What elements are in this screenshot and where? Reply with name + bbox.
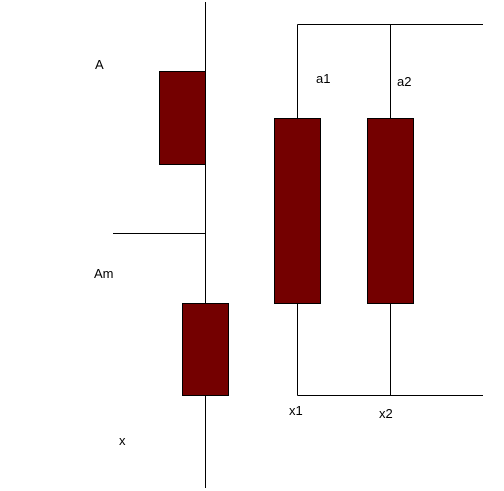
label-terminal-a1: a1 (316, 71, 330, 86)
secondary-winding-2 (367, 118, 414, 304)
label-terminal-x2: x2 (379, 406, 393, 421)
primary-winding-upper (159, 71, 206, 165)
label-terminal-a: A (95, 57, 104, 72)
label-terminal-a2: a2 (397, 74, 411, 89)
secondary-winding-1 (274, 118, 321, 304)
label-terminal-am: Am (94, 266, 114, 281)
primary-winding-lower (182, 303, 229, 396)
label-terminal-x: x (119, 433, 126, 448)
label-terminal-x1: x1 (289, 403, 303, 418)
